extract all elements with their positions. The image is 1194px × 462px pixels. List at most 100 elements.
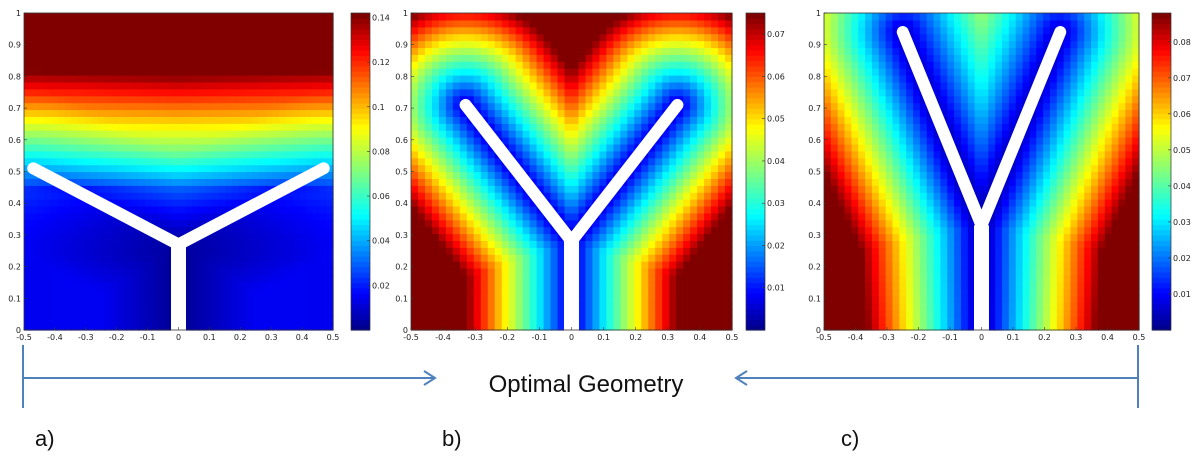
heatmap-cell [171, 199, 180, 207]
heatmap-cell [259, 233, 267, 242]
heatmap-cell [218, 267, 227, 276]
heatmap-cell [431, 13, 440, 21]
heatmap-cell [676, 88, 684, 97]
heatmap-cell [312, 247, 321, 255]
heatmap-cell [725, 116, 733, 124]
heatmap-cell [438, 47, 447, 55]
heatmap-cell [44, 185, 52, 193]
heatmap-cell [669, 61, 677, 69]
heatmap-cell [683, 171, 691, 179]
heatmap-cell [151, 254, 159, 262]
heatmap-cell [238, 68, 247, 76]
heatmap-cell [606, 75, 614, 83]
heatmap-cell [885, 81, 894, 90]
colorbar-step [746, 166, 765, 173]
heatmap-cell [44, 247, 52, 255]
heatmap-cell [885, 123, 894, 131]
heatmap-cell [725, 61, 733, 69]
heatmap-cell [285, 68, 294, 76]
heatmap-cell [543, 68, 552, 76]
heatmap-cell [104, 302, 112, 310]
heatmap-cell [466, 137, 475, 145]
heatmap-cell [480, 171, 489, 179]
heatmap-cell [522, 75, 531, 83]
heatmap-cell [445, 316, 454, 324]
heatmap-cell [185, 178, 193, 186]
heatmap-cell [571, 61, 580, 69]
heatmap-cell [232, 102, 240, 111]
heatmap-cell [725, 137, 733, 145]
heatmap-cell [57, 316, 65, 324]
heatmap-cell [592, 143, 601, 152]
heatmap-cell [299, 75, 307, 83]
heatmap-cell [501, 130, 510, 138]
colorbar-step [351, 308, 370, 315]
heatmap-cell [44, 164, 52, 173]
heatmap-cell [158, 274, 166, 283]
heatmap-cell [557, 192, 566, 200]
heatmap-cell [165, 47, 173, 55]
heatmap-cell [578, 123, 587, 131]
heatmap-cell [259, 26, 267, 35]
heatmap-cell [259, 102, 267, 111]
heatmap-cell [71, 226, 79, 235]
heatmap-cell [77, 316, 86, 324]
heatmap-cell [473, 192, 482, 200]
heatmap-cell [669, 240, 677, 248]
heatmap-cell [431, 143, 440, 152]
heatmap-cell [466, 247, 475, 255]
heatmap-cell [191, 116, 200, 124]
heatmap-cell [613, 288, 621, 297]
heatmap-cell [641, 295, 649, 304]
heatmap-cell [438, 267, 447, 276]
heatmap-cell [212, 192, 220, 200]
heatmap-cell [599, 309, 607, 317]
heatmap-cell [50, 226, 59, 235]
heatmap-cell [837, 88, 846, 97]
heatmap-cell [508, 219, 517, 228]
heatmap-cell [851, 19, 859, 28]
heatmap-cell [84, 19, 92, 28]
heatmap-cell [178, 54, 186, 62]
heatmap-cell [37, 274, 45, 283]
heatmap-cell [312, 295, 321, 304]
heatmap-cell [578, 61, 587, 69]
heatmap-cell [232, 157, 240, 166]
heatmap-cell [158, 68, 166, 76]
heatmap-cell [50, 157, 59, 166]
heatmap-cell [515, 130, 524, 138]
colorbar-step [746, 81, 765, 88]
heatmap-cell [592, 54, 601, 62]
heatmap-cell [225, 233, 233, 242]
heatmap-cell [711, 233, 719, 242]
heatmap-cell [272, 281, 280, 290]
heatmap-cell [64, 33, 72, 42]
heatmap-cell [522, 95, 531, 104]
heatmap-cell [627, 323, 635, 331]
heatmap-cell [212, 102, 220, 111]
heatmap-cell [725, 261, 733, 269]
colorbar-step [746, 108, 765, 114]
heatmap-cell [218, 233, 227, 242]
heatmap-cell [131, 281, 139, 290]
heatmap-cell [697, 88, 705, 97]
heatmap-cell [252, 316, 260, 324]
heatmap-cell [892, 316, 900, 324]
heatmap-cell [71, 178, 79, 186]
heatmap-cell [690, 54, 698, 62]
heatmap-cell [259, 157, 267, 166]
heatmap-cell [871, 323, 880, 331]
heatmap-cell [655, 47, 663, 55]
heatmap-cell [272, 157, 280, 166]
heatmap-cell [71, 40, 79, 49]
heatmap-cell [704, 13, 712, 21]
heatmap-cell [578, 33, 587, 42]
heatmap-cell [522, 68, 531, 76]
heatmap-cell [431, 75, 440, 83]
heatmap-cell [830, 212, 839, 221]
heatmap-cell [522, 19, 531, 28]
heatmap-cell [550, 88, 559, 97]
heatmap-cell [634, 88, 642, 97]
heatmap-cell [641, 40, 649, 49]
heatmap-cell [529, 281, 538, 290]
